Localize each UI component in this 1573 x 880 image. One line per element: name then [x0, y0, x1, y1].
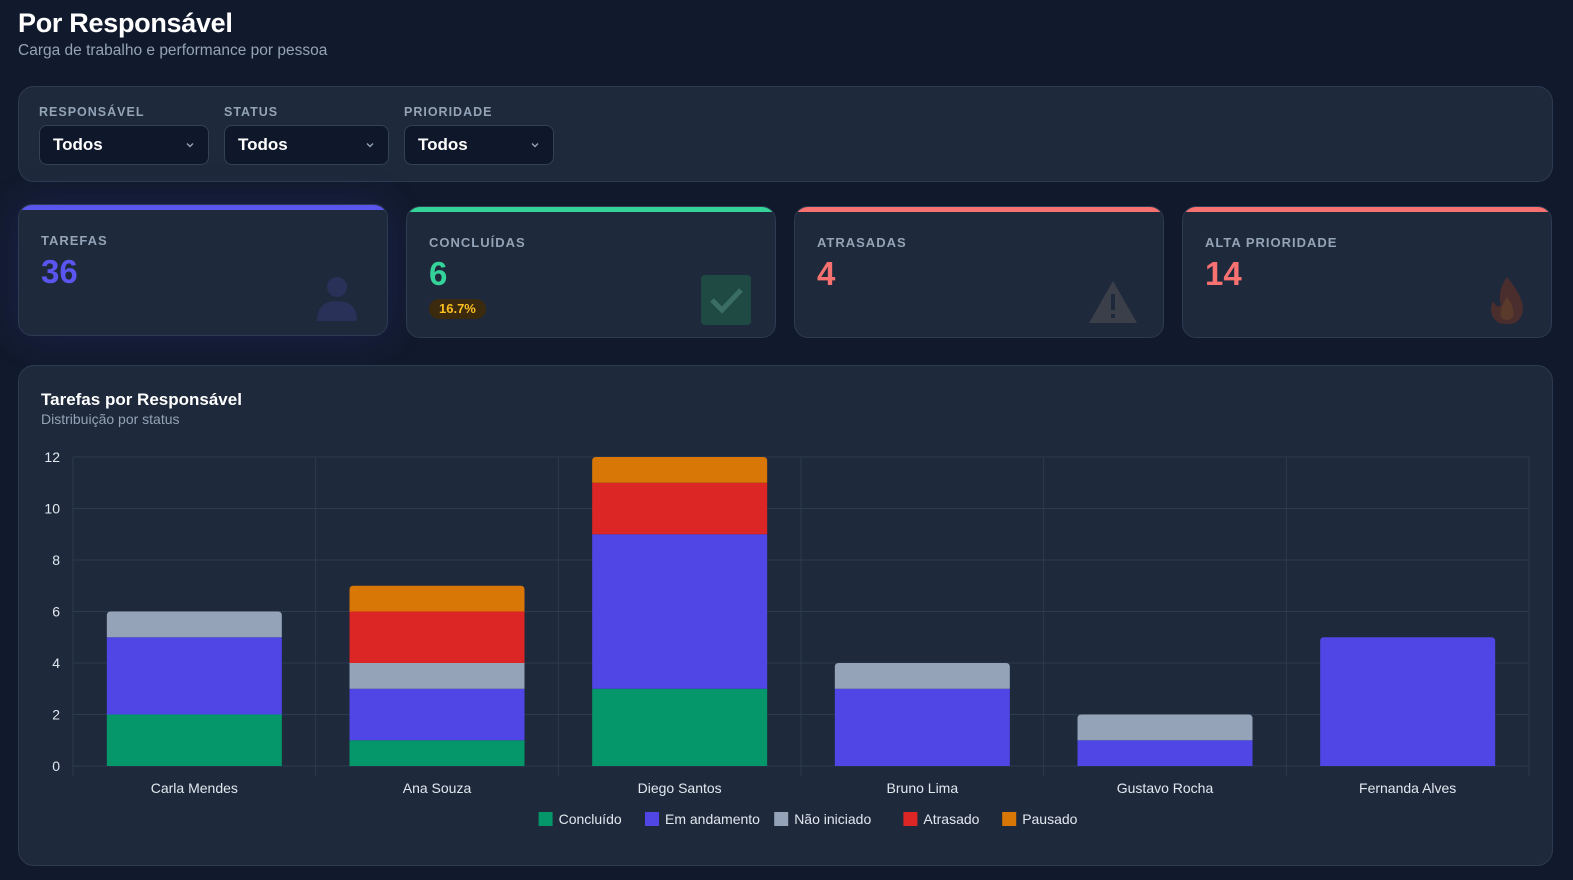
filter-label: RESPONSÁVEL — [39, 105, 145, 119]
bar-segment — [1077, 714, 1253, 741]
kpi-value: 6 — [429, 255, 448, 292]
page-header: Por Responsável Carga de trabalho e perf… — [18, 6, 327, 60]
kpi-accent-bar — [407, 207, 775, 212]
bar-segment — [349, 740, 525, 766]
legend-label: Em andamento — [665, 811, 760, 827]
filter-panel: RESPONSÁVEL Todos STATUS Todos PRIORIDAD… — [18, 86, 1553, 182]
x-tick-label: Ana Souza — [403, 780, 472, 796]
bar-segment — [834, 688, 1010, 766]
legend-swatch — [645, 812, 659, 826]
bar-segment — [349, 688, 525, 741]
kpi-label: CONCLUÍDAS — [429, 235, 526, 250]
kpi-value: 14 — [1205, 255, 1242, 292]
kpi-accent-bar — [19, 205, 387, 210]
filter-responsavel: RESPONSÁVEL Todos — [39, 105, 209, 165]
chart-title: Tarefas por Responsável — [41, 390, 242, 409]
bar-segment — [592, 534, 768, 689]
check-icon — [701, 275, 751, 325]
page-title: Por Responsável — [18, 8, 233, 38]
bar-segment — [349, 663, 525, 689]
completion-rate-badge: 16.7% — [429, 299, 486, 319]
page-subtitle: Carga de trabalho e performance por pess… — [18, 42, 328, 59]
legend-label: Concluído — [559, 811, 622, 827]
kpi-value: 36 — [41, 253, 78, 290]
legend-swatch — [1002, 812, 1017, 826]
bar-segment — [592, 688, 768, 766]
kpi-value: 4 — [817, 255, 836, 292]
y-tick-label: 4 — [52, 655, 60, 671]
select-value: Todos — [53, 135, 103, 154]
y-tick-label: 0 — [52, 758, 60, 774]
chevron-down-icon — [366, 143, 374, 148]
select-value: Todos — [238, 135, 288, 154]
filter-prioridade: PRIORIDADE Todos — [404, 105, 554, 165]
warning-icon — [1089, 281, 1137, 323]
y-tick-label: 6 — [52, 604, 60, 620]
kpi-label: TAREFAS — [41, 233, 108, 248]
legend-swatch — [538, 812, 553, 826]
x-tick-label: Fernanda Alves — [1359, 780, 1456, 796]
kpi-label: ALTA PRIORIDADE — [1205, 235, 1338, 250]
bar-segment — [834, 663, 1010, 689]
legend-label: Pausado — [1022, 811, 1077, 827]
x-tick-label: Bruno Lima — [887, 780, 959, 796]
bar-segment — [106, 611, 282, 638]
x-tick-label: Gustavo Rocha — [1117, 780, 1214, 796]
x-tick-label: Diego Santos — [638, 780, 722, 796]
chevron-down-icon — [186, 143, 194, 148]
bar-segment — [592, 482, 768, 535]
select-value: Todos — [418, 135, 468, 154]
kpi-card-alta-prioridade: ALTA PRIORIDADE 14 — [1182, 206, 1552, 338]
status-select[interactable]: Todos — [224, 125, 389, 165]
chevron-down-icon — [531, 143, 539, 148]
kpi-accent-bar — [795, 207, 1163, 212]
kpi-label: ATRASADAS — [817, 235, 907, 250]
chart-panel: Tarefas por Responsável Distribuição por… — [18, 365, 1553, 866]
filter-label: PRIORIDADE — [404, 105, 493, 119]
bar-segment — [1077, 740, 1253, 766]
y-tick-label: 2 — [52, 707, 60, 723]
chart-subtitle: Distribuição por status — [41, 411, 180, 427]
kpi-card-tarefas: TAREFAS 36 — [18, 204, 388, 336]
legend-swatch — [903, 812, 918, 826]
x-tick-label: Carla Mendes — [151, 780, 238, 796]
kpi-card-concluidas: CONCLUÍDAS 6 16.7% — [406, 206, 776, 338]
responsavel-select[interactable]: Todos — [39, 125, 209, 165]
filter-status: STATUS Todos — [224, 105, 389, 165]
legend-label: Atrasado — [923, 811, 979, 827]
person-icon — [317, 277, 357, 321]
y-tick-label: 8 — [52, 552, 60, 568]
bar-segment — [349, 585, 525, 612]
bar-segment — [1320, 637, 1496, 766]
kpi-card-atrasadas: ATRASADAS 4 — [794, 206, 1164, 338]
bar-segment — [592, 457, 768, 483]
y-tick-label: 10 — [44, 501, 60, 517]
bar-segment — [349, 611, 525, 663]
stacked-bar-chart: 0 2 4 6 8 10 12 Carla Mendes Ana Souza Diego Sant… — [44, 449, 1530, 827]
prioridade-select[interactable]: Todos — [404, 125, 554, 165]
legend-label: Não iniciado — [794, 811, 871, 827]
bar-segment — [106, 714, 282, 766]
bar-segment — [106, 637, 282, 715]
fire-icon — [1491, 277, 1523, 324]
filter-label: STATUS — [224, 105, 279, 119]
legend-swatch — [774, 812, 789, 826]
y-tick-label: 12 — [44, 449, 60, 465]
kpi-accent-bar — [1183, 207, 1551, 212]
